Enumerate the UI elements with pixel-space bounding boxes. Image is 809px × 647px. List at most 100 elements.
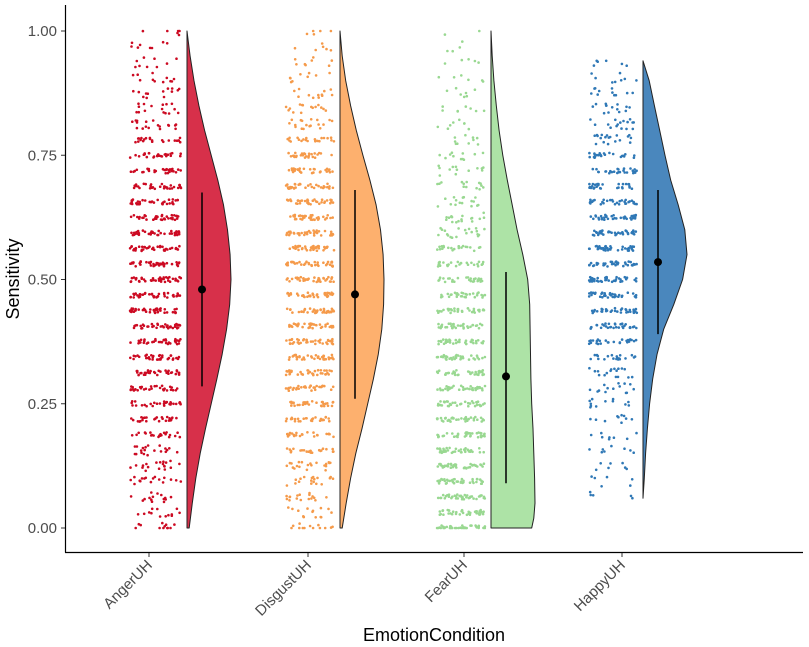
data-point (437, 279, 440, 282)
data-point (166, 248, 169, 251)
data-point (620, 294, 624, 298)
data-point (449, 420, 452, 423)
data-point (475, 403, 479, 407)
data-point (599, 462, 602, 465)
data-point (320, 418, 324, 422)
data-point (592, 234, 596, 237)
data-point (130, 417, 133, 420)
data-point (443, 497, 447, 500)
data-point (305, 341, 308, 344)
data-point (319, 170, 322, 173)
data-point (146, 444, 150, 447)
data-point (301, 373, 305, 376)
data-point (176, 292, 179, 295)
data-point (589, 326, 593, 329)
data-point (474, 277, 477, 280)
data-point (479, 435, 483, 439)
data-point (454, 512, 458, 516)
data-point (457, 219, 460, 223)
data-point (147, 325, 150, 328)
data-point (436, 371, 440, 375)
data-point (442, 261, 445, 264)
jitter-points-layer (128, 29, 639, 530)
data-point (158, 461, 162, 464)
data-point (627, 376, 630, 379)
data-point (624, 403, 627, 406)
data-point (162, 497, 166, 501)
data-point (601, 448, 605, 451)
data-point (296, 199, 300, 202)
data-point (441, 509, 445, 512)
data-point (630, 199, 634, 202)
data-point (332, 435, 335, 439)
data-point (137, 155, 141, 158)
data-point (442, 308, 445, 312)
data-point (165, 215, 169, 218)
data-point (619, 311, 623, 314)
data-point (161, 261, 165, 265)
data-point (316, 373, 319, 377)
data-point (167, 112, 171, 115)
data-point (593, 369, 597, 373)
data-point (137, 102, 140, 105)
data-point (161, 521, 164, 525)
data-point (473, 373, 477, 376)
data-point (450, 417, 453, 420)
data-point (163, 465, 166, 468)
data-point (175, 369, 179, 372)
data-point (437, 164, 441, 168)
data-point (316, 434, 319, 437)
data-point (177, 230, 180, 233)
data-point (320, 449, 323, 452)
data-point (308, 491, 311, 495)
data-point (453, 307, 456, 310)
data-point (480, 184, 483, 187)
data-point (442, 400, 446, 404)
data-point (438, 510, 442, 513)
data-point (312, 480, 316, 484)
data-point (441, 109, 444, 112)
data-point (465, 180, 469, 184)
data-point (438, 260, 442, 264)
data-point (142, 95, 145, 99)
data-point (446, 449, 450, 452)
data-point (632, 245, 636, 248)
data-point (158, 444, 161, 447)
data-point (289, 155, 293, 158)
data-point (471, 371, 474, 374)
data-point (292, 433, 296, 437)
data-point (170, 418, 173, 421)
data-point (134, 452, 138, 456)
data-point (320, 136, 323, 140)
data-point (610, 280, 614, 284)
data-point (143, 308, 147, 312)
data-point (617, 277, 621, 280)
data-point (307, 326, 310, 330)
data-point (289, 308, 292, 312)
data-point (321, 311, 324, 314)
data-point (591, 105, 595, 108)
data-point (447, 263, 450, 266)
data-point (477, 203, 480, 207)
data-point (165, 311, 169, 314)
data-point (311, 372, 314, 375)
data-point (440, 325, 444, 329)
data-point (630, 418, 634, 421)
data-point (176, 248, 180, 251)
data-point (169, 388, 173, 392)
data-point (303, 322, 306, 326)
data-point (308, 307, 312, 310)
data-point (483, 384, 487, 388)
data-point (170, 102, 174, 106)
data-point (462, 185, 466, 188)
data-point (135, 433, 138, 437)
data-point (466, 307, 470, 310)
data-point (286, 231, 289, 235)
data-point (604, 249, 607, 252)
data-point (604, 245, 607, 248)
data-point (132, 276, 136, 279)
data-point (472, 307, 476, 311)
data-point (626, 135, 630, 138)
data-point (166, 171, 170, 175)
data-point (326, 295, 329, 299)
